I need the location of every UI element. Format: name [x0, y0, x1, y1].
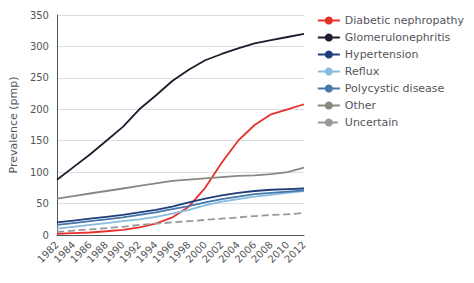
svg-text:Glomerulonephritis: Glomerulonephritis — [345, 31, 451, 44]
svg-text:Uncertain: Uncertain — [345, 116, 398, 129]
svg-text:1996: 1996 — [150, 239, 177, 265]
svg-text:1982: 1982 — [35, 239, 61, 265]
svg-text:1990: 1990 — [101, 239, 127, 265]
svg-text:2004: 2004 — [216, 239, 242, 265]
svg-text:2002: 2002 — [199, 239, 226, 265]
svg-text:1984: 1984 — [51, 239, 78, 265]
svg-text:1994: 1994 — [133, 239, 160, 265]
svg-text:300: 300 — [30, 41, 49, 52]
svg-text:1986: 1986 — [68, 239, 94, 265]
svg-text:50: 50 — [36, 198, 49, 209]
svg-text:Polycystic disease: Polycystic disease — [345, 82, 445, 95]
svg-text:Prevalence (pmp): Prevalence (pmp) — [7, 76, 20, 173]
svg-text:Other: Other — [345, 99, 377, 112]
svg-text:150: 150 — [30, 135, 49, 146]
svg-text:Diabetic nephropathy: Diabetic nephropathy — [345, 14, 465, 27]
svg-text:200: 200 — [30, 104, 49, 115]
svg-text:100: 100 — [30, 167, 49, 178]
svg-text:Hypertension: Hypertension — [345, 48, 419, 61]
svg-text:0: 0 — [43, 230, 49, 241]
svg-text:1992: 1992 — [117, 239, 144, 265]
svg-text:2012: 2012 — [282, 239, 308, 265]
svg-text:2000: 2000 — [183, 239, 210, 265]
svg-text:350: 350 — [30, 10, 49, 21]
svg-text:1998: 1998 — [166, 239, 193, 265]
svg-text:2010: 2010 — [265, 239, 292, 265]
svg-text:1988: 1988 — [84, 239, 111, 265]
svg-text:2006: 2006 — [232, 239, 259, 265]
svg-text:Reflux: Reflux — [345, 65, 380, 78]
svg-text:250: 250 — [30, 72, 49, 83]
svg-text:2008: 2008 — [249, 239, 275, 265]
